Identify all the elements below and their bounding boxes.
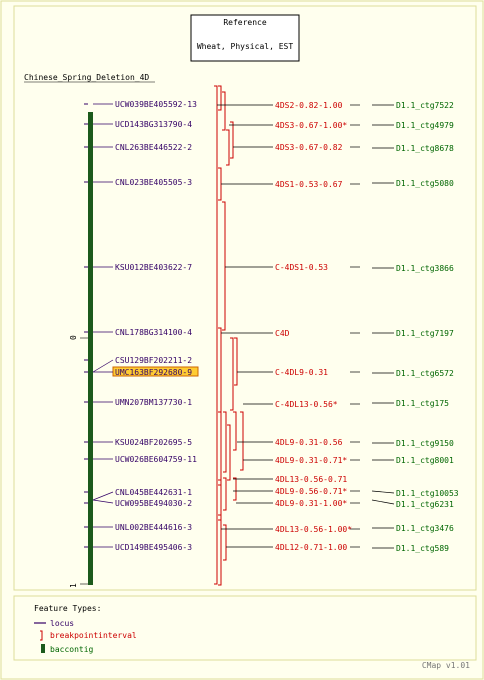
breakpoint-intervals-layer <box>214 85 244 586</box>
bin-label[interactable]: 4DL12-0.71-1.00 <box>275 543 347 552</box>
contig-label[interactable]: D1.1_ctg6572 <box>396 369 454 378</box>
locus-label[interactable]: UCW039BE405592-13 <box>115 100 197 109</box>
breakpoint-interval-bracket[interactable] <box>222 201 226 331</box>
breakpoint-swatch <box>40 630 43 641</box>
breakpoint-interval-bracket[interactable] <box>222 91 226 131</box>
locus-label[interactable]: UCW095BE494030-2 <box>115 499 192 508</box>
contigs-layer: D1.1_ctg7522 D1.1_ctg4979 D1.1_ctg8678 D1.1… <box>396 101 459 553</box>
breakpoint-interval-bracket[interactable] <box>240 411 244 471</box>
breakpoint-interval-bracket[interactable] <box>233 411 237 451</box>
scale-start-label: 0 <box>69 335 78 340</box>
contig-label[interactable]: D1.1_ctg9150 <box>396 439 454 448</box>
bin-label[interactable]: 4DL9-0.31-1.00* <box>275 499 347 508</box>
breakpoint-interval-bracket[interactable] <box>223 524 227 561</box>
contig-connector <box>371 499 395 505</box>
breakpoint-interval-bracket[interactable] <box>233 477 237 501</box>
legend-item-baccontig: baccontig <box>50 645 94 654</box>
reference-title: Reference <box>223 18 267 27</box>
chromosome-contig-bar[interactable] <box>88 112 93 585</box>
legend-title: Feature Types: <box>34 604 101 613</box>
breakpoint-interval-bracket[interactable] <box>234 337 238 386</box>
bin-label[interactable]: C-4DL9-0.31 <box>275 368 328 377</box>
locus-label[interactable]: CNL263BE446522-2 <box>115 143 192 152</box>
breakpoint-interval-bracket[interactable] <box>230 337 234 411</box>
bin-label[interactable]: 4DL9-0.56-0.71* <box>275 487 347 496</box>
locus-label[interactable]: UCD149BE495406-3 <box>115 543 192 552</box>
bin-label[interactable]: 4DL13-0.56-0.71 <box>275 475 347 484</box>
contig-label[interactable]: D1.1_ctg3866 <box>396 264 454 273</box>
locus-leader <box>92 491 114 501</box>
contig-label[interactable]: D1.1_ctg5080 <box>396 179 454 188</box>
breakpoint-interval-bracket[interactable] <box>230 121 234 159</box>
locus-label[interactable]: UMN207BM137730-1 <box>115 398 192 407</box>
bins-layer: 4DS2-0.82-1.00 4DS3-0.67-1.00* 4DS3-0.67-0… <box>275 101 352 552</box>
legend: Feature Types: locus breakpointinterval … <box>34 604 137 654</box>
bin-label[interactable]: 4DS3-0.67-0.82 <box>275 143 343 152</box>
breakpoint-interval-bracket[interactable] <box>226 129 230 166</box>
map-name-link[interactable]: Chinese_Spring_Deletion_4D <box>24 73 149 82</box>
contig-label[interactable]: D1.1_ctg7197 <box>396 329 454 338</box>
locus-label[interactable]: CNL023BE405505-3 <box>115 178 192 187</box>
bin-label[interactable]: 4DS1-0.53-0.67 <box>275 180 343 189</box>
contig-label[interactable]: D1.1_ctg175 <box>396 399 449 408</box>
reference-box: Reference Wheat, Physical, EST <box>190 14 300 62</box>
loci-layer: UCW039BE405592-13 UCD143BG313790-4 CNL263B… <box>84 100 199 552</box>
contig-label[interactable]: D1.1_ctg4979 <box>396 121 454 130</box>
contig-label[interactable]: D1.1_ctg7522 <box>396 101 454 110</box>
breakpoint-interval-bracket[interactable] <box>218 85 222 111</box>
contig-label[interactable]: D1.1_ctg8678 <box>396 144 454 153</box>
breakpoint-interval-bracket[interactable] <box>227 424 231 481</box>
breakpoint-interval-bracket[interactable] <box>218 167 222 201</box>
locus-label[interactable]: CNL045BE442631-1 <box>115 488 192 497</box>
locus-label[interactable]: CSU129BF202211-2 <box>115 356 192 365</box>
bin-label[interactable]: 4DL13-0.56-1.00* <box>275 525 352 534</box>
scale-end-label: 1 <box>69 583 78 588</box>
locus-leader <box>92 499 114 504</box>
breakpoint-interval-bracket[interactable] <box>218 514 222 586</box>
locus-leader <box>92 359 114 373</box>
bin-label[interactable]: 4DS2-0.82-1.00 <box>275 101 343 110</box>
bin-label[interactable]: 4DL9-0.31-0.71* <box>275 456 347 465</box>
breakpoint-interval-bracket[interactable] <box>218 411 222 481</box>
breakpoint-interval-bracket[interactable] <box>214 85 218 585</box>
breakpoint-interval-bracket[interactable] <box>223 411 227 473</box>
reference-box-frame <box>190 14 300 62</box>
bin-label[interactable]: C4D <box>275 329 290 338</box>
map-panel <box>13 5 477 591</box>
baccontig-swatch <box>41 644 45 653</box>
breakpoint-interval-bracket[interactable] <box>218 484 222 521</box>
bin-label[interactable]: C-4DL13-0.56* <box>275 400 338 409</box>
locus-label[interactable]: UCW026BE604759-11 <box>115 455 197 464</box>
reference-subtitle: Wheat, Physical, EST <box>197 42 294 51</box>
locus-label[interactable]: UCD143BG313790-4 <box>115 120 192 129</box>
contig-label[interactable]: D1.1_ctg10053 <box>396 489 459 498</box>
bin-label[interactable]: C-4DS1-0.53 <box>275 263 328 272</box>
locus-label[interactable]: KSU024BF202695-5 <box>115 438 192 447</box>
bin-label[interactable]: 4DL9-0.31-0.56 <box>275 438 343 447</box>
footer-version: CMap v1.01 <box>422 661 470 670</box>
legend-item-breakpointinterval: breakpointinterval <box>50 631 137 640</box>
legend-panel <box>13 595 477 661</box>
locus-label[interactable]: UMC163BF292680-9 <box>115 368 192 377</box>
contig-label[interactable]: D1.1_ctg3476 <box>396 524 454 533</box>
contig-label[interactable]: D1.1_ctg6231 <box>396 500 454 509</box>
contig-label[interactable]: D1.1_ctg8001 <box>396 456 454 465</box>
breakpoint-interval-bracket[interactable] <box>223 477 227 511</box>
bin-label[interactable]: 4DS3-0.67-1.00* <box>275 121 347 130</box>
locus-label[interactable]: UNL002BE444616-3 <box>115 523 192 532</box>
locus-label[interactable]: KSU012BE403622-7 <box>115 263 192 272</box>
locus-highlight <box>112 366 199 377</box>
contig-connector <box>371 490 395 494</box>
contig-label[interactable]: D1.1_ctg589 <box>396 544 449 553</box>
legend-item-locus: locus <box>50 619 74 628</box>
locus-label[interactable]: CNL178BG314100-4 <box>115 328 192 337</box>
correspondence-lines-layer <box>217 104 395 549</box>
